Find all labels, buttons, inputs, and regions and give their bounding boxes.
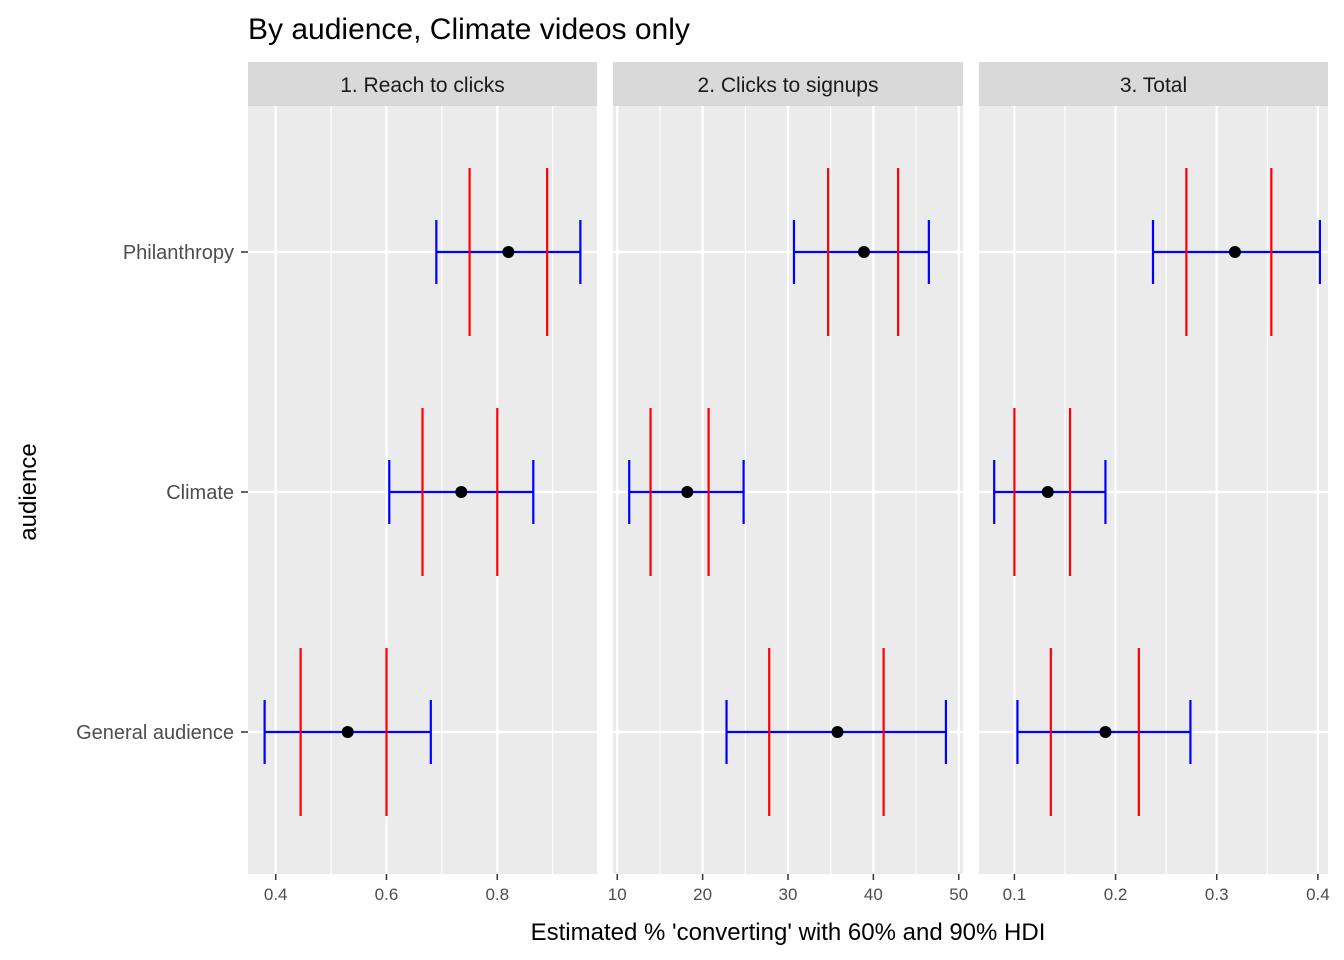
chart-title: By audience, Climate videos only xyxy=(248,13,690,46)
y-tick-label: Climate xyxy=(166,482,234,504)
y-axis: Philanthropy Climate General audience xyxy=(76,242,248,744)
x-tick-label: 50 xyxy=(949,885,968,904)
point-estimate xyxy=(857,246,870,258)
facet-strip xyxy=(248,62,597,106)
interval-climate xyxy=(628,408,745,576)
interval-general-audience xyxy=(1016,648,1192,816)
x-axis-title: Estimated % 'converting' with 60% and 90… xyxy=(531,919,1046,946)
x-tick-label: 0.3 xyxy=(1205,885,1229,904)
point-estimate xyxy=(1099,726,1112,738)
interval-climate xyxy=(993,408,1107,576)
point-estimate xyxy=(455,486,468,498)
y-tick-label: General audience xyxy=(76,722,234,744)
interval-general-audience xyxy=(263,648,432,816)
x-tick-label: 40 xyxy=(864,885,883,904)
point-estimate xyxy=(1228,246,1241,258)
point-estimate xyxy=(681,486,694,498)
x-tick-label: 20 xyxy=(693,885,712,904)
facet-panel-3: 3. Total 0.1 0.2 0.3 0.4 xyxy=(979,62,1330,904)
x-tick-label: 30 xyxy=(779,885,798,904)
facet-panel-1: 1. Reach to clicks 0.4 0.6 0.8 xyxy=(248,62,597,904)
point-estimate xyxy=(502,246,515,258)
x-tick-label: 0.2 xyxy=(1104,885,1128,904)
x-tick-label: 0.8 xyxy=(485,885,509,904)
interval-climate xyxy=(388,408,535,576)
interval-philanthropy xyxy=(435,168,582,336)
x-tick-label: 0.4 xyxy=(1306,885,1330,904)
point-estimate xyxy=(831,726,844,738)
facet-strip-label: 3. Total xyxy=(1120,74,1187,97)
interval-philanthropy xyxy=(1151,168,1322,336)
x-tick-label: 0.1 xyxy=(1003,885,1027,904)
y-axis-title: audience xyxy=(15,443,42,540)
facet-strip xyxy=(979,62,1328,106)
point-estimate xyxy=(1041,486,1054,498)
x-tick-label: 0.6 xyxy=(375,885,399,904)
facet-strip-label: 2. Clicks to signups xyxy=(698,74,879,97)
facet-panel-2: 2. Clicks to signups 10 20 30 40 50 xyxy=(608,62,968,904)
facet-strip-label: 1. Reach to clicks xyxy=(340,74,505,97)
x-tick-label: 0.4 xyxy=(264,885,288,904)
interval-general-audience xyxy=(725,648,948,816)
facet-panels: 1. Reach to clicks 0.4 0.6 0.8 2. Clicks to … xyxy=(248,62,1330,904)
x-tick-label: 10 xyxy=(608,885,627,904)
facet-strip xyxy=(613,62,963,106)
interval-philanthropy xyxy=(792,168,930,336)
y-tick-label: Philanthropy xyxy=(123,242,234,264)
point-estimate xyxy=(341,726,354,738)
